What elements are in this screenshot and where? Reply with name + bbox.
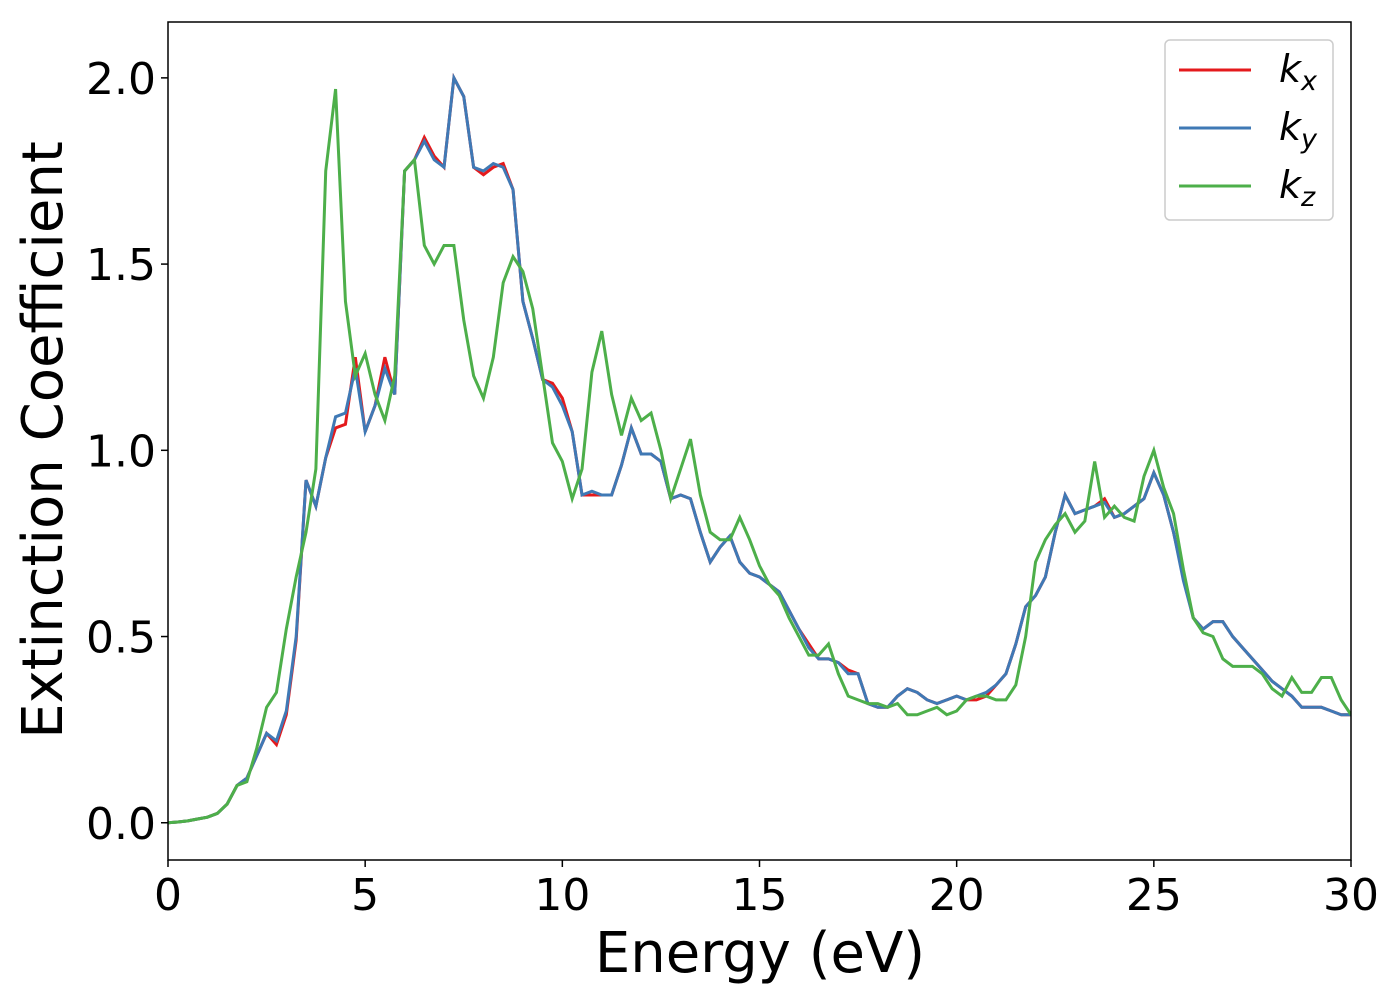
- x-tick-label: 15: [732, 870, 788, 921]
- y-axis-label: Extinction Coefficient: [11, 141, 76, 739]
- legend-label: ky: [1279, 105, 1318, 155]
- y-tick-label: 1.5: [86, 240, 156, 291]
- legend-label: kx: [1279, 47, 1318, 97]
- y-tick-label: 0.5: [86, 613, 156, 664]
- x-tick-label: 5: [351, 870, 379, 921]
- plot-area: 0 5 10 15 20 25 30 0.0 0.5 1.0 1.5 2.0 kx ky kz: [86, 21, 1379, 921]
- plot-frame: [167, 21, 1352, 861]
- y-tick-label: 1.0: [86, 426, 156, 477]
- x-tick-label: 10: [534, 870, 590, 921]
- x-tick-label: 30: [1323, 870, 1379, 921]
- x-tick-label: 20: [929, 870, 985, 921]
- y-tick-label: 2.0: [86, 54, 156, 105]
- y-tick-label: 0.0: [86, 799, 156, 850]
- legend-box: [1164, 39, 1334, 221]
- x-tick-label: 25: [1126, 870, 1182, 921]
- series-line: [168, 72, 1351, 825]
- legend-label: kz: [1279, 163, 1316, 213]
- x-tick-label: 0: [154, 870, 182, 921]
- legend: kx ky kz: [1164, 39, 1334, 221]
- x-axis-label: Energy (eV): [595, 921, 925, 986]
- series-line: [168, 88, 1351, 825]
